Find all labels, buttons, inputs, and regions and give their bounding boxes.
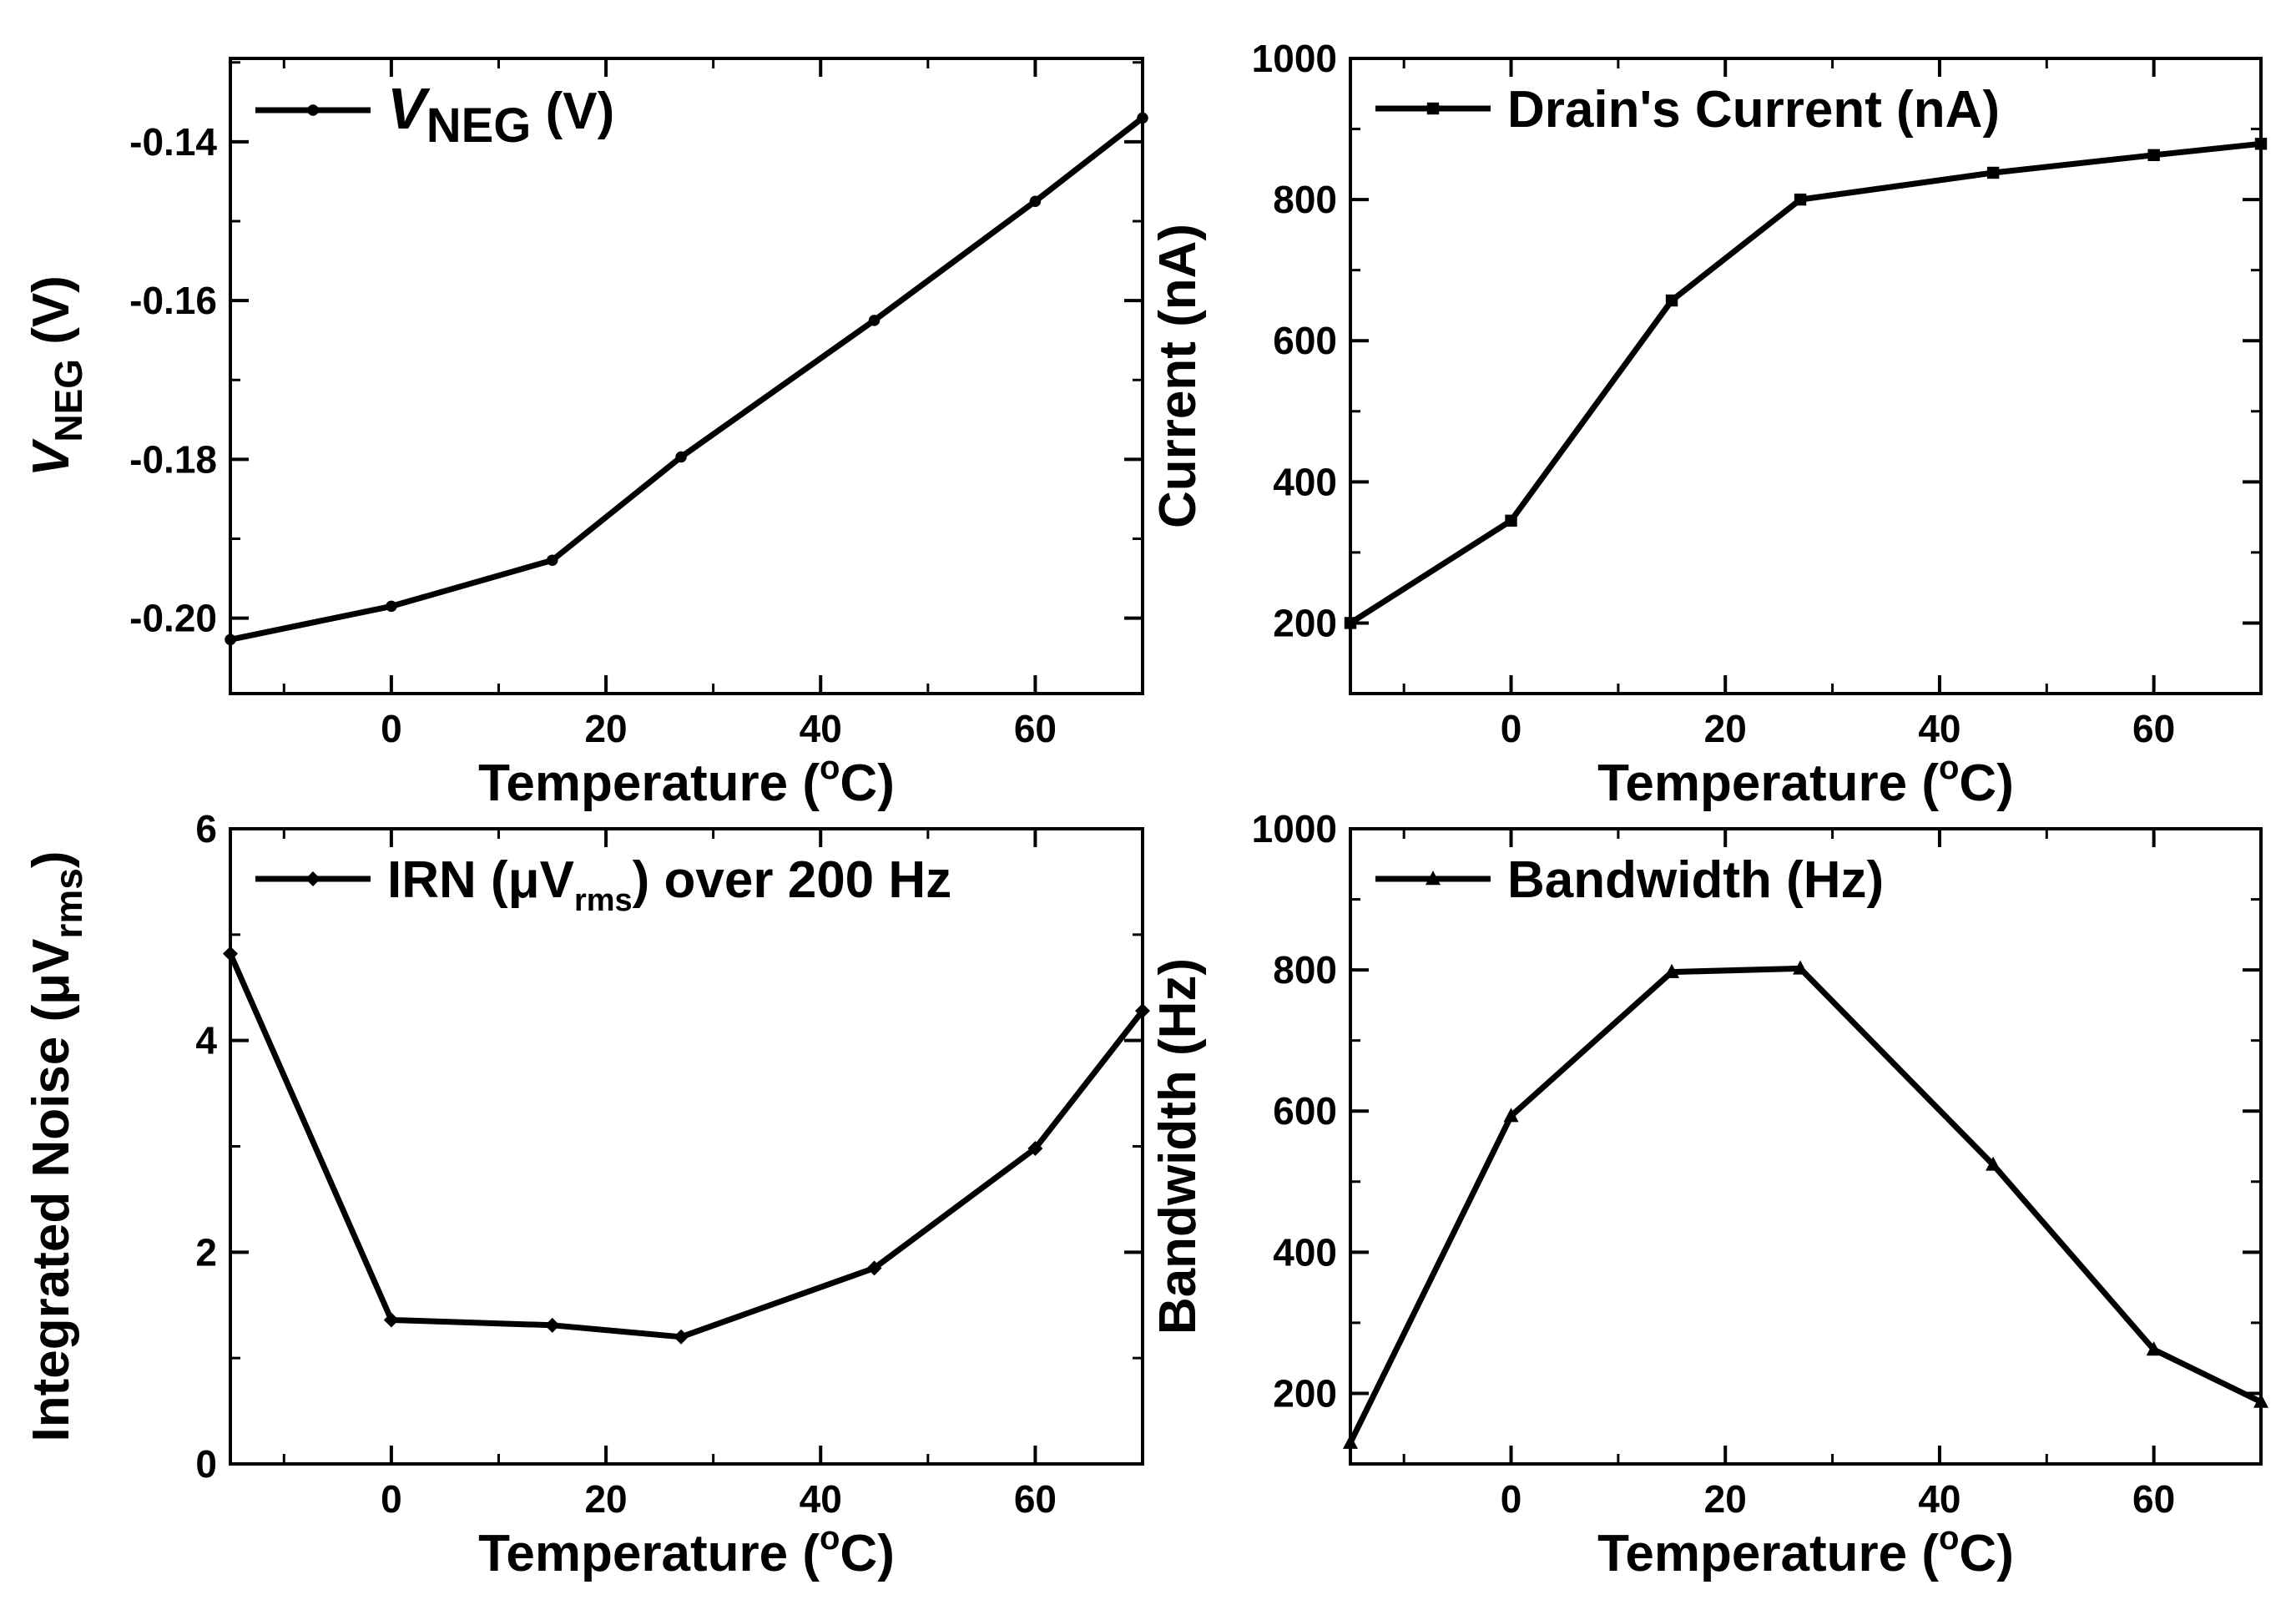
y-tick-label: 200	[1273, 601, 1337, 644]
legend-label: Drain's Current (nA)	[1507, 81, 2000, 139]
y-tick-label: 800	[1273, 948, 1337, 992]
data-point	[223, 946, 238, 961]
y-tick-label: 4	[195, 1019, 217, 1062]
data-point	[1986, 166, 2000, 179]
legend-label: IRN (μVrms) over 200 Hz	[387, 851, 951, 918]
chart-bandwidth: 0 20 40 60 200 400 600 800 1000 Temperature (oC) B…	[1149, 807, 2268, 1582]
data-point	[1344, 617, 1357, 629]
y-tick-label: 400	[1273, 460, 1337, 503]
x-tick-label: 20	[584, 1477, 627, 1521]
y-tick-label: 600	[1273, 319, 1337, 362]
data-point	[675, 451, 687, 463]
data-point	[1137, 112, 1148, 124]
y-axis-label: VNEG (V)	[23, 275, 90, 477]
data-point	[2253, 1393, 2268, 1408]
chart-current: 0 20 40 60 200 400 600 800 1000 Temperature (oC) C…	[1149, 37, 2268, 812]
data-point	[1665, 294, 1678, 307]
chart-vneg: 0 20 40 60 -0.20 -0.18 -0.16 -0.14 Temperature (…	[23, 57, 1148, 812]
x-tick-label: 40	[800, 707, 842, 750]
y-tick-label: -0.16	[129, 279, 217, 322]
data-point	[2147, 149, 2160, 162]
data-point	[866, 1260, 882, 1276]
data-point	[1794, 193, 1807, 206]
legend-marker	[305, 871, 320, 886]
data-point	[1503, 1108, 1519, 1123]
y-tick-label: 1000	[1252, 807, 1337, 850]
series-line	[1349, 140, 2262, 626]
series-line	[227, 952, 1145, 1340]
legend-label: VNEG (V)	[387, 76, 614, 153]
x-tick-label: 60	[2132, 1477, 2175, 1521]
y-axis-label: Current (nA)	[1149, 224, 1207, 528]
plot-frame	[229, 57, 1144, 695]
legend-marker	[1426, 102, 1440, 115]
x-tick-label: 60	[1014, 707, 1057, 750]
y-axis-label: Bandwidth (Hz)	[1149, 958, 1207, 1335]
y-tick-label: 400	[1273, 1230, 1337, 1274]
y-tick-label: 6	[195, 807, 217, 850]
data-point	[1135, 1003, 1150, 1019]
x-tick-label: 20	[1704, 1477, 1747, 1521]
data-point	[1027, 1141, 1043, 1157]
x-tick-label: 60	[2132, 707, 2175, 750]
x-axis-label: Temperature (oC)	[478, 1520, 895, 1582]
y-tick-label: 200	[1273, 1371, 1337, 1415]
legend-label: Bandwidth (Hz)	[1507, 851, 1884, 909]
legend-marker	[307, 104, 319, 116]
data-point	[2254, 138, 2268, 150]
series-line	[230, 115, 1145, 643]
x-tick-label: 20	[1704, 707, 1747, 750]
x-tick-label: 20	[584, 707, 627, 750]
y-tick-label: 1000	[1252, 37, 1337, 80]
y-tick-label: -0.20	[129, 597, 217, 640]
y-axis-label: Integrated Noise (μVrms)	[23, 851, 90, 1442]
plot-frame	[1349, 57, 2263, 695]
data-point	[1986, 1156, 2001, 1171]
x-tick-label: 40	[1918, 707, 1960, 750]
y-tick-label: -0.18	[129, 437, 217, 481]
data-point	[2146, 1341, 2162, 1356]
x-tick-label: 40	[1918, 1477, 1960, 1521]
x-tick-label: 0	[1501, 707, 1522, 750]
data-point	[225, 633, 236, 646]
data-point	[674, 1329, 689, 1345]
data-point	[868, 315, 881, 326]
data-point	[1664, 963, 1680, 978]
plot-frame	[229, 827, 1144, 1466]
data-point	[1343, 1434, 1358, 1449]
x-tick-label: 0	[381, 707, 402, 750]
data-point	[386, 600, 397, 613]
y-tick-label: 800	[1273, 178, 1337, 221]
x-tick-label: 0	[381, 1477, 402, 1521]
data-point	[383, 1312, 399, 1328]
y-tick-label: 0	[195, 1442, 217, 1486]
x-tick-label: 40	[800, 1477, 842, 1521]
data-point	[547, 554, 558, 566]
y-tick-label: 2	[195, 1230, 217, 1274]
data-point	[544, 1317, 560, 1333]
y-tick-label: -0.14	[129, 120, 217, 164]
legend-marker	[1426, 871, 1441, 886]
x-axis-label: Temperature (oC)	[478, 749, 895, 812]
x-tick-label: 0	[1501, 1477, 1522, 1521]
data-point	[1029, 195, 1042, 207]
y-tick-label: 600	[1273, 1089, 1337, 1133]
x-axis-label: Temperature (oC)	[1597, 749, 2014, 812]
x-axis-label: Temperature (oC)	[1597, 1520, 2014, 1582]
data-point	[1505, 514, 1517, 527]
data-point	[1793, 960, 1809, 975]
chart-noise: 0 20 40 60 0 2 4 6 Temperature (oC) Integrated No…	[23, 807, 1150, 1582]
plot-frame	[1349, 827, 2263, 1466]
series-line	[1347, 965, 2263, 1445]
x-tick-label: 60	[1014, 1477, 1057, 1521]
